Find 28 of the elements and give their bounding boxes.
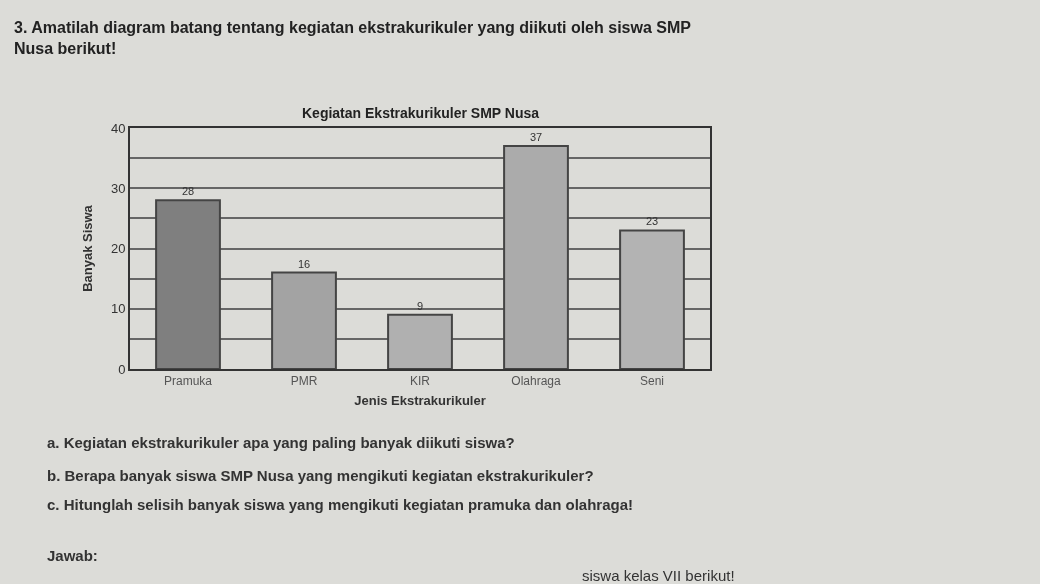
y-tick-label: 30 (110, 180, 126, 196)
y-tick-label: 40 (110, 120, 126, 136)
chart-subtitle: 3. Amatilah diagram batang tentang kegiatan ekstrakurikuler yang diikuti oleh siswa SMP Nusa berikut! (14, 19, 692, 57)
text: siswa kelas VII berikut! (582, 567, 735, 584)
chart-title: Kegiatan Ekstrakurikuler SMP Nusa (302, 105, 540, 121)
x-tick-label: Seni (639, 374, 665, 389)
y-tick-label: 20 (110, 241, 126, 257)
x-tick-label: Olahraga (511, 374, 561, 389)
x-tick-label: PMR (290, 374, 318, 389)
x-axis-title: Jenis Ekstrakurikuler (354, 392, 486, 408)
y-axis-title: Banyak Siswa (80, 204, 96, 292)
bar (155, 199, 221, 369)
bar (619, 229, 685, 369)
data-label: 28 (181, 185, 195, 198)
bar (387, 313, 453, 369)
data-label: 37 (529, 131, 543, 144)
text: b. Berapa banyak siswa SMP Nusa yang mengikuti kegiatan ekstrakurikuler? (47, 467, 594, 484)
data-label: 16 (297, 257, 311, 270)
text: Jawab: (47, 547, 98, 564)
x-tick-label: KIR (409, 374, 431, 389)
x-tick-label: Pramuka (163, 374, 213, 389)
text: a. Kegiatan ekstrakurikuler apa yang paling banyak diikuti siswa? (47, 434, 515, 451)
bar (271, 271, 337, 369)
bar (503, 145, 569, 369)
data-label: 23 (645, 215, 659, 228)
text: c. Hitunglah selisih banyak siswa yang mengikuti kegiatan pramuka dan olahraga! (47, 496, 634, 513)
y-tick-label: 0 (118, 361, 126, 377)
y-tick-label: 10 (110, 301, 126, 317)
